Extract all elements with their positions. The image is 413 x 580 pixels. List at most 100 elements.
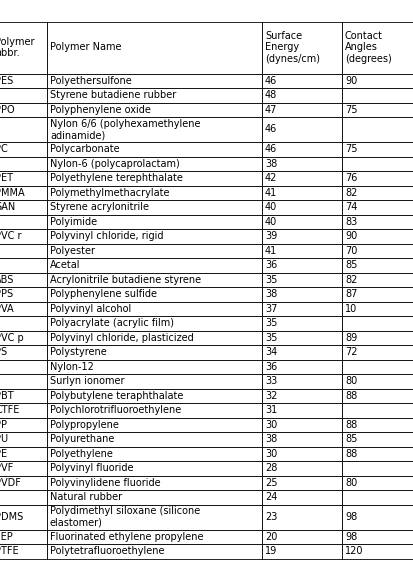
- Text: 80: 80: [344, 478, 356, 488]
- Text: Nylon 6/6 (polyhexamethylene
adinamide): Nylon 6/6 (polyhexamethylene adinamide): [50, 119, 200, 140]
- Bar: [0, 157, 47, 171]
- Bar: [47, 287, 261, 302]
- Text: 35: 35: [264, 333, 277, 343]
- Text: 41: 41: [264, 246, 277, 256]
- Text: PVF: PVF: [0, 463, 13, 473]
- Text: 41: 41: [264, 188, 277, 198]
- Text: PVC p: PVC p: [0, 333, 24, 343]
- Text: Polyester: Polyester: [50, 246, 95, 256]
- Bar: [261, 74, 341, 88]
- Text: Surlyn ionomer: Surlyn ionomer: [50, 376, 124, 386]
- Bar: [47, 447, 261, 461]
- Bar: [0, 117, 47, 142]
- Bar: [261, 389, 341, 403]
- Text: 85: 85: [344, 260, 356, 270]
- Bar: [0, 287, 47, 302]
- Text: 72: 72: [344, 347, 357, 357]
- Text: 39: 39: [264, 231, 277, 241]
- Bar: [341, 117, 413, 142]
- Text: Polytetrafluoroethylene: Polytetrafluoroethylene: [50, 546, 164, 556]
- Text: 25: 25: [264, 478, 277, 488]
- Bar: [261, 316, 341, 331]
- Bar: [341, 374, 413, 389]
- Text: 42: 42: [264, 173, 277, 183]
- Bar: [341, 287, 413, 302]
- Bar: [0, 171, 47, 186]
- Bar: [341, 530, 413, 544]
- Bar: [261, 171, 341, 186]
- Text: 85: 85: [344, 434, 356, 444]
- Bar: [47, 171, 261, 186]
- Bar: [0, 418, 47, 432]
- Bar: [261, 186, 341, 200]
- Bar: [261, 229, 341, 244]
- Text: Polyvinyl chloride, plasticized: Polyvinyl chloride, plasticized: [50, 333, 193, 343]
- Text: 24: 24: [264, 492, 277, 502]
- Text: 76: 76: [344, 173, 356, 183]
- Text: 82: 82: [344, 275, 356, 285]
- Text: 38: 38: [264, 434, 277, 444]
- Bar: [0, 345, 47, 360]
- Bar: [261, 505, 341, 530]
- Bar: [261, 215, 341, 229]
- Bar: [47, 476, 261, 490]
- Bar: [341, 316, 413, 331]
- Text: PVDF: PVDF: [0, 478, 21, 488]
- Bar: [341, 258, 413, 273]
- Text: Polybutylene teraphthalate: Polybutylene teraphthalate: [50, 391, 183, 401]
- Text: Polyvinyl chloride, rigid: Polyvinyl chloride, rigid: [50, 231, 163, 241]
- Bar: [0, 215, 47, 229]
- Text: 30: 30: [264, 449, 277, 459]
- Bar: [341, 360, 413, 374]
- Bar: [341, 490, 413, 505]
- Text: 83: 83: [344, 217, 356, 227]
- Bar: [47, 88, 261, 103]
- Text: 37: 37: [264, 304, 277, 314]
- Text: PDMS: PDMS: [0, 512, 23, 522]
- Text: 36: 36: [264, 260, 277, 270]
- Text: Surface
Energy
(dynes/cm): Surface Energy (dynes/cm): [264, 31, 319, 64]
- Bar: [47, 302, 261, 316]
- Bar: [341, 331, 413, 345]
- Text: Polyurethane: Polyurethane: [50, 434, 114, 444]
- Bar: [47, 200, 261, 215]
- Text: 90: 90: [344, 76, 356, 86]
- Text: 38: 38: [264, 159, 277, 169]
- Text: PET: PET: [0, 173, 13, 183]
- Bar: [261, 360, 341, 374]
- Text: Polychlorotrifluoroethylene: Polychlorotrifluoroethylene: [50, 405, 181, 415]
- Text: 33: 33: [264, 376, 277, 386]
- Text: Polyphenylene oxide: Polyphenylene oxide: [50, 105, 150, 115]
- Text: Fluorinated ethylene propylene: Fluorinated ethylene propylene: [50, 532, 203, 542]
- Bar: [0, 103, 47, 117]
- Text: Nylon-12: Nylon-12: [50, 362, 94, 372]
- Text: PVC r: PVC r: [0, 231, 21, 241]
- Bar: [47, 403, 261, 418]
- Bar: [341, 505, 413, 530]
- Bar: [261, 117, 341, 142]
- Text: CTFE: CTFE: [0, 405, 19, 415]
- Text: Polyvinyl alcohol: Polyvinyl alcohol: [50, 304, 131, 314]
- Text: Polyvinyl fluoride: Polyvinyl fluoride: [50, 463, 133, 473]
- Text: Styrene butadiene rubber: Styrene butadiene rubber: [50, 90, 176, 100]
- Bar: [47, 244, 261, 258]
- Bar: [341, 21, 413, 74]
- Bar: [47, 544, 261, 559]
- Bar: [341, 273, 413, 287]
- Bar: [341, 345, 413, 360]
- Bar: [0, 229, 47, 244]
- Bar: [261, 461, 341, 476]
- Text: 47: 47: [264, 105, 277, 115]
- Text: Polyphenylene sulfide: Polyphenylene sulfide: [50, 289, 157, 299]
- Bar: [261, 273, 341, 287]
- Bar: [261, 142, 341, 157]
- Bar: [261, 374, 341, 389]
- Bar: [47, 74, 261, 88]
- Text: SAN: SAN: [0, 202, 15, 212]
- Text: 19: 19: [264, 546, 277, 556]
- Text: 82: 82: [344, 188, 356, 198]
- Text: 74: 74: [344, 202, 356, 212]
- Bar: [341, 432, 413, 447]
- Bar: [261, 418, 341, 432]
- Bar: [47, 418, 261, 432]
